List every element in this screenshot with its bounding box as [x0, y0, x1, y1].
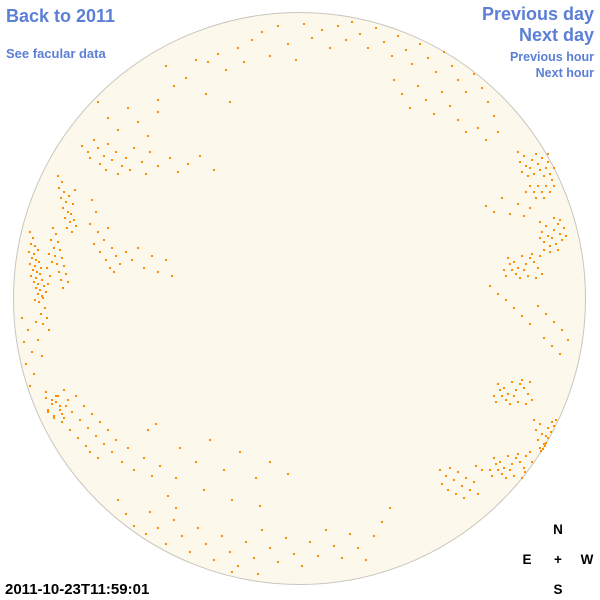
- previous-day-link[interactable]: Previous day: [481, 4, 594, 24]
- compass-west-label: W: [580, 552, 594, 567]
- observation-timestamp: 2011-10-23T11:59:01: [5, 581, 150, 598]
- compass-north-label: N: [553, 522, 563, 537]
- next-day-link[interactable]: Next day: [518, 25, 594, 46]
- hour-navigation: Previous hour Next hour: [510, 50, 594, 81]
- next-hour-link[interactable]: Next hour: [535, 65, 594, 80]
- day-navigation: Previous day Next day: [482, 4, 594, 46]
- see-facular-data-link[interactable]: See facular data: [6, 46, 106, 61]
- back-to-year-link[interactable]: Back to 2011: [6, 6, 116, 26]
- compass-east-label: E: [522, 552, 532, 567]
- previous-hour-link[interactable]: Previous hour: [509, 50, 594, 64]
- solar-disk: [13, 12, 586, 585]
- compass-center-mark: +: [554, 552, 562, 567]
- compass-south-label: S: [553, 582, 563, 597]
